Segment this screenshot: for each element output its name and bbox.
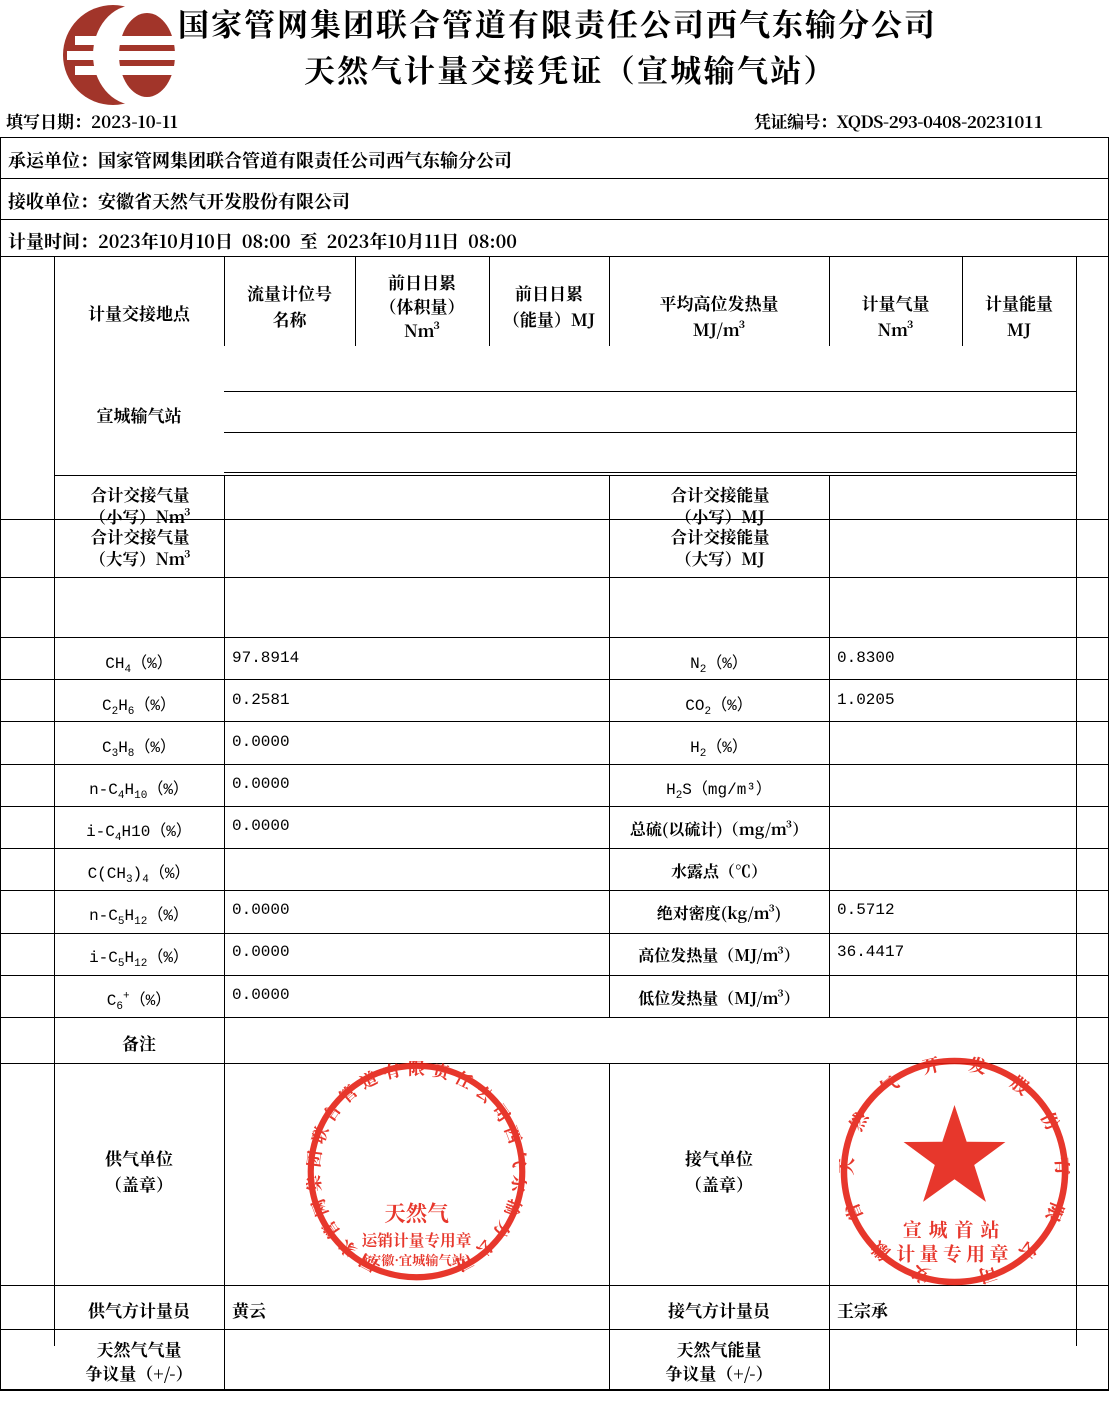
svg-text:集: 集 <box>306 1174 326 1194</box>
svg-text:天然气: 天然气 <box>384 1197 449 1228</box>
svg-text:(安徽·宜城输气站): (安徽·宜城输气站) <box>363 1250 470 1269</box>
svg-text:东: 东 <box>507 1174 527 1195</box>
svg-text:限: 限 <box>1040 1199 1070 1226</box>
svg-text:限: 限 <box>408 1061 425 1079</box>
svg-text:计量专用章: 计量专用章 <box>896 1239 1013 1266</box>
svg-text:省: 省 <box>839 1198 869 1225</box>
svg-text:联: 联 <box>306 1122 334 1146</box>
svg-text:然: 然 <box>842 1106 874 1135</box>
svg-text:道: 道 <box>355 1065 381 1094</box>
svg-text:有: 有 <box>1050 1157 1070 1176</box>
svg-text:宣城首站: 宣城首站 <box>903 1215 1007 1242</box>
svg-text:发: 发 <box>966 1056 989 1080</box>
svg-text:输: 输 <box>500 1196 527 1220</box>
svg-text:西: 西 <box>500 1122 527 1146</box>
svg-text:天: 天 <box>839 1157 859 1176</box>
svg-text:团: 团 <box>306 1149 326 1169</box>
svg-text:运销计量专用章: 运销计量专用章 <box>362 1229 472 1251</box>
svg-text:网: 网 <box>306 1196 333 1220</box>
svg-text:任: 任 <box>452 1065 478 1094</box>
svg-text:气: 气 <box>507 1149 527 1169</box>
svg-text:份: 份 <box>1035 1107 1066 1135</box>
